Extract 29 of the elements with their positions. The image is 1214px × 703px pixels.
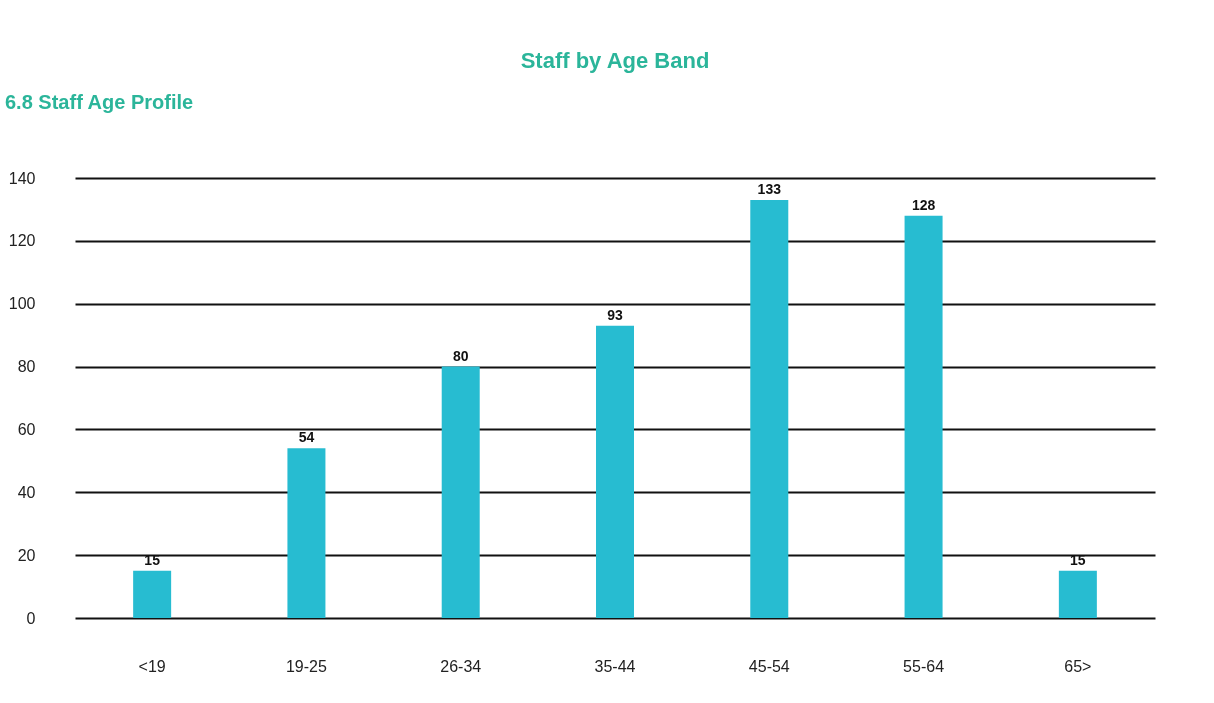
bar [133, 570, 172, 618]
bar [1058, 570, 1097, 618]
text: 6.8 Staff Age Profile [5, 91, 194, 113]
y-tick-label: 0 [26, 609, 36, 627]
x-tick-label: 35-44 [594, 657, 636, 675]
y-tick-label: 120 [8, 232, 36, 250]
bar [287, 448, 326, 618]
bar [750, 200, 789, 618]
bar [441, 366, 480, 618]
data-label: 128 [911, 196, 936, 213]
bar [904, 215, 943, 618]
y-tick-label: 100 [8, 295, 36, 313]
x-tick-label: 26-34 [440, 657, 482, 675]
x-tick-label: <19 [138, 657, 166, 675]
y-tick-label: 20 [17, 546, 36, 564]
x-tick-label: 19-25 [285, 657, 327, 675]
x-tick-label: 45-54 [748, 657, 790, 675]
data-label: 80 [452, 347, 469, 364]
y-tick-label: 60 [17, 420, 36, 438]
y-tick-label: 40 [17, 483, 36, 501]
x-tick-label: 55-64 [903, 657, 945, 675]
data-label: 54 [298, 429, 315, 446]
data-label: 93 [607, 306, 623, 323]
y-tick-label: 80 [17, 358, 36, 376]
chart-title: Staff by Age Band [520, 48, 710, 73]
data-label: 133 [757, 181, 782, 197]
x-tick-label: 65> [1064, 657, 1092, 675]
y-tick-label: 140 [8, 169, 36, 187]
bar [596, 325, 634, 618]
